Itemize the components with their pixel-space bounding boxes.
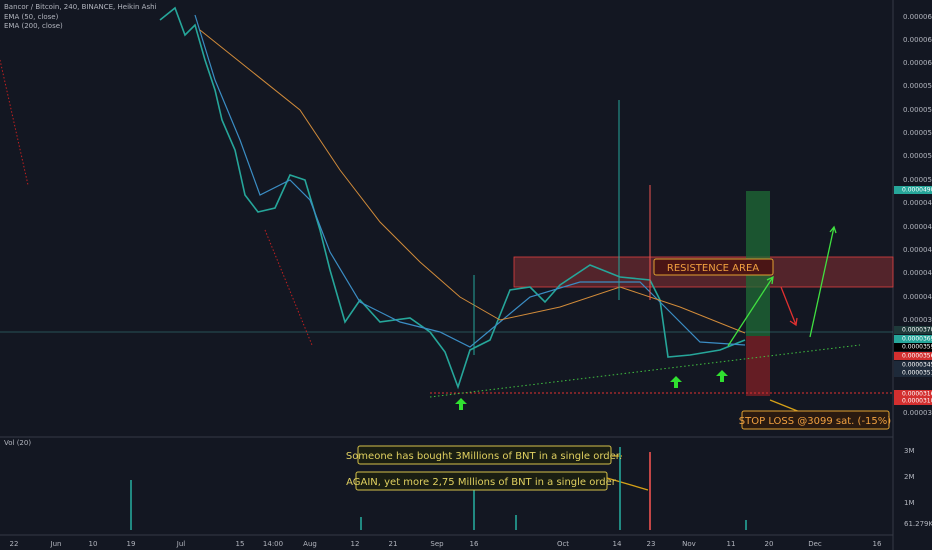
volume-label: 1M	[904, 499, 915, 507]
price-tag-label: 0.00003106	[902, 398, 932, 405]
price-label: 0.00005200	[903, 152, 932, 160]
volume-bar	[619, 447, 621, 530]
up-marker	[670, 376, 682, 388]
price-label: 0.00003800	[903, 316, 932, 324]
time-label: Aug	[303, 540, 317, 548]
up-marker	[716, 370, 728, 382]
time-label: Nov	[682, 540, 696, 548]
price-tag	[894, 335, 932, 343]
trend-line	[429, 344, 861, 398]
price-tag-label: 0.00003569	[902, 353, 932, 360]
indicator: EMA (50, close)	[4, 13, 59, 21]
note1: Someone has bought 3Millions of BNT in a…	[346, 451, 622, 462]
note2-box	[355, 471, 608, 491]
price-label: 0.00004200	[903, 269, 932, 277]
note2: AGAIN, yet more 2,75 Millions of BNT in …	[346, 477, 617, 488]
price-tag	[894, 390, 932, 398]
time-label: 14	[613, 540, 622, 548]
time-label: Dec	[808, 540, 822, 548]
volume-label: 61.279K	[904, 520, 932, 528]
trend-line-red	[0, 59, 29, 186]
volume-title: Vol (20)	[4, 439, 31, 447]
volume-bar	[360, 517, 362, 530]
price-tag-label: 0.00003167	[902, 391, 932, 398]
ema-50	[194, 14, 746, 348]
indicator: EMA (200, close)	[4, 22, 63, 30]
time-label: 23	[647, 540, 656, 548]
price-label: 0.00004400	[903, 246, 932, 254]
price-tag-label: 0.00003591	[902, 344, 932, 351]
volume-bar	[649, 452, 651, 530]
time-label: 19	[127, 540, 136, 548]
price-tag	[894, 397, 932, 405]
price-tag	[894, 361, 932, 369]
price-label: 0.00005600	[903, 106, 932, 114]
arrow-up	[809, 225, 837, 338]
time-label: 12	[351, 540, 360, 548]
time-label: Oct	[557, 540, 569, 548]
price-label: 0.00004000	[903, 293, 932, 301]
price-label: 0.00004800	[903, 199, 932, 207]
price-tag	[894, 343, 932, 351]
price-tag	[894, 326, 932, 334]
volume-label: 3M	[904, 447, 915, 455]
symbol-title: Bancor / Bitcoin, 240, BINANCE, Heikin A…	[4, 3, 157, 11]
volume-bar	[745, 520, 747, 530]
time-label: 16	[873, 540, 882, 548]
time-label: 21	[389, 540, 398, 548]
time-label: Jun	[50, 540, 62, 548]
volume-bar	[473, 490, 475, 530]
price-label: 0.00005000	[903, 176, 932, 184]
time-label: 11	[727, 540, 736, 548]
price-tag-label: 0.00004906	[902, 187, 932, 194]
resistance-label: RESISTENCE AREA	[667, 263, 759, 274]
price-tag-label: 0.00003693	[902, 336, 932, 343]
price-label: 0.00006000	[903, 59, 932, 67]
time-label: 14:00	[263, 540, 283, 548]
time-label: Sep	[430, 540, 444, 548]
price-label: 0.00003000	[903, 409, 932, 417]
price-label: 0.00004600	[903, 223, 932, 231]
price-tag-label: 0.00003456	[902, 362, 932, 369]
time-label: Jul	[176, 540, 186, 548]
volume-bar	[130, 480, 132, 530]
time-label: 20	[765, 540, 774, 548]
time-label: 22	[10, 540, 19, 548]
up-marker	[455, 398, 467, 410]
arrow-down	[780, 286, 798, 327]
price-tag	[894, 369, 932, 377]
ema-200	[199, 29, 746, 334]
volume-label: 2M	[904, 473, 915, 481]
price-tag-label: 0.00003700	[902, 327, 932, 334]
time-label: 16	[470, 540, 479, 548]
time-label: 10	[89, 540, 98, 548]
note1-box	[357, 445, 612, 465]
time-label: 15	[236, 540, 245, 548]
loss-zone	[746, 336, 770, 396]
stop-loss-box	[741, 410, 890, 430]
price-label: 0.00005800	[903, 82, 932, 90]
price-tag	[894, 352, 932, 360]
price-label: 0.00006400	[903, 13, 932, 21]
volume-bar	[515, 515, 517, 530]
price-tag	[894, 186, 932, 194]
price-label: 0.00005400	[903, 129, 932, 137]
stop-loss-label: STOP LOSS @3099 sat. (-15%)	[739, 416, 891, 427]
resistance-label-box	[653, 258, 774, 276]
price-tag-label: 0.00003519	[902, 370, 932, 377]
price-label: 0.00006200	[903, 36, 932, 44]
arrow-up	[727, 275, 774, 347]
